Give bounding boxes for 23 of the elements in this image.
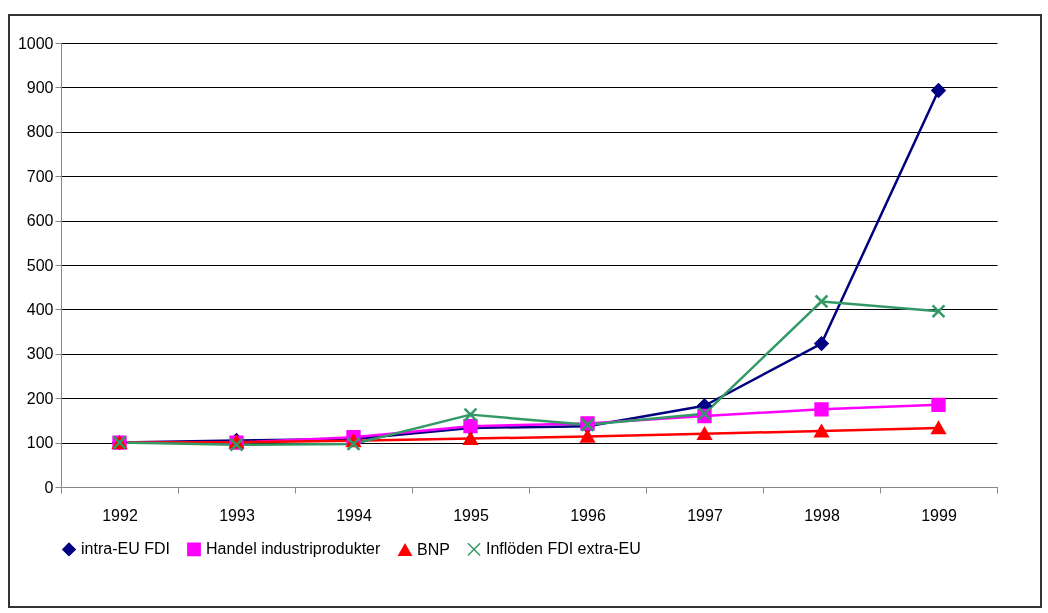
x-tick-label: 1999 [921,506,957,524]
legend-label: intra-EU FDI [81,540,170,558]
y-tick-label: 0 [44,478,54,496]
y-tick-label: 300 [26,345,54,363]
y-tick-label: 100 [26,434,54,452]
y-tick-label: 500 [26,256,54,274]
y-tick-label: 600 [26,212,54,230]
y-tick-label: 200 [26,389,54,407]
y-tick-label: 1000 [17,34,54,52]
x-tick-label: 1995 [453,506,489,524]
y-tick-label: 400 [26,300,54,318]
x-tick-label: 1994 [336,506,372,524]
y-tick-label: 700 [26,167,54,185]
x-tick-label: 1992 [102,506,138,524]
x-tick-label: 1997 [687,506,723,524]
legend-label: Handel industriprodukter [206,540,381,558]
legend-label: Inflöden FDI extra-EU [486,540,641,558]
x-tick-label: 1998 [804,506,840,524]
legend-label: BNP [417,540,450,558]
x-tick-label: 1996 [570,506,606,524]
y-tick-label: 800 [26,123,54,141]
x-tick-label: 1993 [219,506,255,524]
y-tick-label: 900 [26,78,54,96]
